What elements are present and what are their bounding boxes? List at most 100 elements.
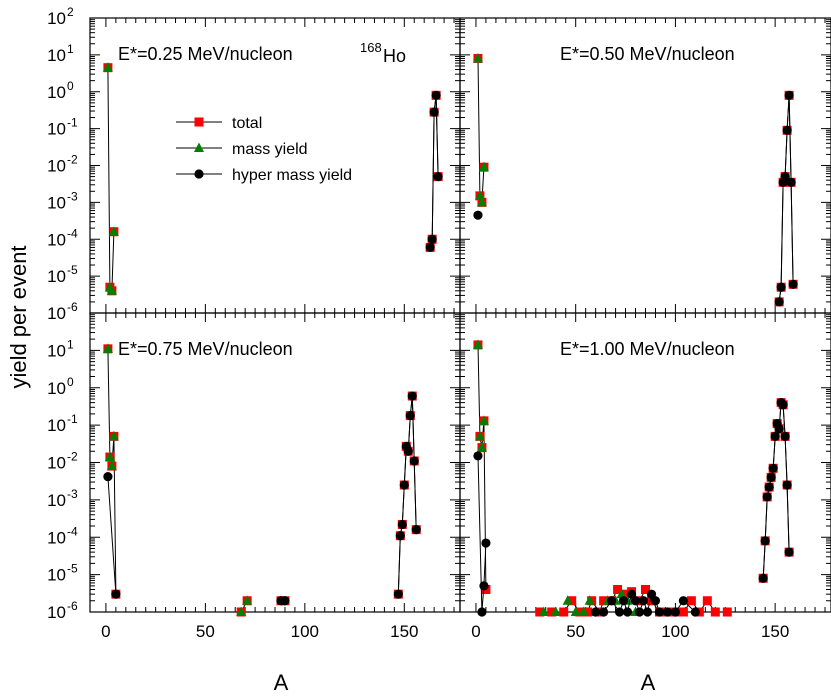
y-tick-label: 10 xyxy=(47,9,66,28)
y-tick-label: 10 xyxy=(47,83,66,102)
point-mass-yield xyxy=(476,196,487,207)
point-total xyxy=(686,596,696,606)
point-hyper-mass-yield xyxy=(788,279,798,289)
point-hyper-mass-yield xyxy=(786,177,796,187)
y-tick-exponent: -4 xyxy=(67,524,78,538)
point-hyper-mass-yield xyxy=(784,90,794,100)
x-tick-label: 150 xyxy=(761,622,789,641)
y-tick-exponent: -6 xyxy=(67,300,78,314)
y-tick-exponent: 0 xyxy=(67,375,74,389)
x-tick-label: 0 xyxy=(471,622,480,641)
point-mass-yield xyxy=(472,52,483,63)
point-total xyxy=(583,607,593,617)
y-tick-label: 10 xyxy=(47,491,66,510)
point-hyper-mass-yield xyxy=(111,589,121,599)
point-hyper-mass-yield xyxy=(646,589,657,599)
y-tick-label: 10 xyxy=(47,304,66,323)
point-hyper-mass-yield xyxy=(780,172,790,182)
y-tick-exponent: 0 xyxy=(67,79,74,93)
point-hyper-mass-yield xyxy=(618,596,629,606)
point-hyper-mass-yield xyxy=(760,536,770,546)
point-hyper-mass-yield xyxy=(403,446,413,456)
x-tick-label: 150 xyxy=(390,622,418,641)
y-tick-label: 10 xyxy=(47,46,66,65)
y-tick-label: 10 xyxy=(47,230,66,249)
legend: total mass yield hyper mass yield xyxy=(176,115,352,184)
point-mass-yield xyxy=(236,606,247,616)
energy-annotation: E*=0.50 MeV/nucleon xyxy=(560,44,735,64)
point-total xyxy=(547,607,557,617)
point-mass-yield xyxy=(474,430,485,441)
point-mass-yield xyxy=(570,606,581,616)
panel-top-right: E*=0.50 MeV/nucleon xyxy=(459,17,831,314)
point-hyper-mass-yield xyxy=(764,482,774,492)
x-tick-label: 50 xyxy=(196,622,215,641)
series-line-hyper-mass-yield xyxy=(778,95,794,302)
point-hyper-mass-yield xyxy=(599,607,609,617)
point-hyper-mass-yield xyxy=(778,400,788,410)
y-tick-exponent: -6 xyxy=(67,599,78,613)
point-total xyxy=(710,607,720,617)
y-tick-exponent: -2 xyxy=(67,450,78,464)
point-hyper-mass-yield xyxy=(393,589,403,599)
point-mass-yield xyxy=(106,460,117,471)
x-tick-label: 100 xyxy=(661,622,689,641)
y-tick-label: 10 xyxy=(47,454,66,473)
point-hyper-mass-yield xyxy=(678,596,688,606)
point-mass-yield xyxy=(472,339,483,349)
point-hyper-mass-yield xyxy=(784,547,794,557)
series-line-hyper-mass-yield xyxy=(397,395,417,595)
point-mass-yield xyxy=(578,606,589,616)
x-tick-label: 0 xyxy=(101,622,110,641)
y-tick-label: 10 xyxy=(47,528,66,547)
point-mass-yield xyxy=(584,595,595,605)
point-mass-yield xyxy=(538,606,549,616)
point-hyper-mass-yield xyxy=(431,90,441,100)
point-hyper-mass-yield xyxy=(690,607,700,617)
y-tick-label: 10 xyxy=(47,267,66,286)
point-hyper-mass-yield xyxy=(405,410,415,421)
y-tick-label: 10 xyxy=(47,157,66,176)
point-hyper-mass-yield xyxy=(638,596,649,606)
point-mass-yield xyxy=(476,442,487,452)
energy-annotation: E*=1.00 MeV/nucleon xyxy=(560,339,735,359)
point-hyper-mass-yield xyxy=(782,480,792,490)
point-total xyxy=(702,596,712,606)
y-tick-exponent: -3 xyxy=(67,189,78,203)
point-mass-yield xyxy=(108,430,119,441)
point-hyper-mass-yield xyxy=(650,596,661,606)
point-total xyxy=(599,596,609,606)
point-total xyxy=(575,607,585,617)
point-hyper-mass-yield xyxy=(770,431,780,441)
y-tick-exponent: 2 xyxy=(67,5,74,19)
point-hyper-mass-yield xyxy=(768,463,778,473)
energy-annotation: E*=0.25 MeV/nucleon xyxy=(118,44,293,64)
x-axis-label-right: A xyxy=(641,670,656,695)
point-hyper-mass-yield xyxy=(606,596,617,606)
point-hyper-mass-yield xyxy=(774,297,784,307)
point-hyper-mass-yield xyxy=(634,607,645,617)
point-mass-yield xyxy=(242,595,253,605)
point-mass-yield xyxy=(478,415,489,425)
point-hyper-mass-yield xyxy=(433,172,443,182)
y-tick-label: 10 xyxy=(47,341,66,360)
nucleus-symbol: Ho xyxy=(383,46,406,66)
point-total xyxy=(567,596,577,606)
point-hyper-mass-yield xyxy=(473,210,483,220)
x-tick-label: 100 xyxy=(291,622,319,641)
y-tick-exponent: -3 xyxy=(67,487,78,501)
y-tick-exponent: -1 xyxy=(67,412,78,426)
y-tick-exponent: 1 xyxy=(67,42,74,56)
point-mass-yield xyxy=(616,588,627,599)
point-hyper-mass-yield xyxy=(481,538,491,548)
point-mass-yield xyxy=(562,595,573,605)
point-mass-yield xyxy=(550,606,561,616)
legend-marker-square xyxy=(194,117,204,127)
y-tick-exponent: -1 xyxy=(67,116,78,130)
legend-label: total xyxy=(232,115,262,132)
nucleus-mass: 168 xyxy=(360,40,382,55)
legend-marker-circle xyxy=(194,169,204,179)
y-tick-exponent: -5 xyxy=(67,263,78,277)
